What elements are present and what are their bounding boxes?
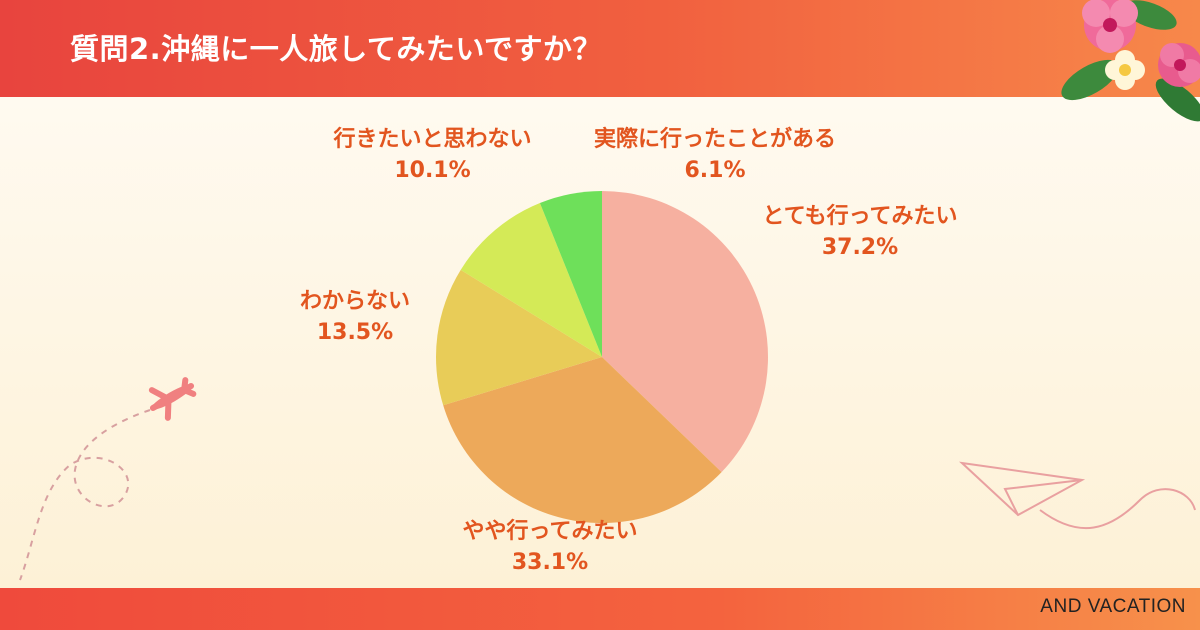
slice-label-name: とても行ってみたい xyxy=(762,204,958,229)
brand-label: AND VACATION xyxy=(1040,596,1186,617)
page-title: 質問2.沖縄に一人旅してみたいですか？ xyxy=(70,32,602,66)
hibiscus-flower-icon xyxy=(1061,0,1200,122)
slice-label-name: わからない xyxy=(299,289,410,314)
pie-slice-0 xyxy=(602,191,768,473)
header-bar xyxy=(0,0,1200,97)
slice-label-name: 行きたいと思わない xyxy=(333,127,532,152)
slice-label-name: やや行ってみたい xyxy=(462,519,638,544)
pie-slice-2 xyxy=(436,269,602,406)
slice-label-percent: 6.1% xyxy=(684,158,746,183)
pie-slice-1 xyxy=(443,357,722,523)
pie-slice-4 xyxy=(539,191,602,357)
slice-label-not-interested: 行きたいと思わない 10.1% xyxy=(300,125,565,187)
footer-bar xyxy=(0,588,1200,630)
slice-label-somewhat-interested: やや行ってみたい 33.1% xyxy=(415,517,685,579)
slice-label-percent: 10.1% xyxy=(394,158,471,183)
pie-slice-3 xyxy=(460,203,602,357)
slice-label-percent: 13.5% xyxy=(316,320,394,345)
slice-label-percent: 33.1% xyxy=(511,550,589,575)
slice-label-name: 実際に行ったことがある xyxy=(593,127,836,152)
paper-plane-icon xyxy=(958,461,1196,530)
slice-label-percent: 37.2% xyxy=(821,235,899,260)
slice-label-already-visited: 実際に行ったことがある 6.1% xyxy=(560,125,870,187)
slice-label-very-interested: とても行ってみたい 37.2% xyxy=(740,202,980,264)
pie-slices xyxy=(436,191,768,523)
airplane-icon xyxy=(148,377,197,421)
dashed-flight-path xyxy=(19,409,151,581)
slice-label-not-sure: わからない 13.5% xyxy=(280,287,430,349)
